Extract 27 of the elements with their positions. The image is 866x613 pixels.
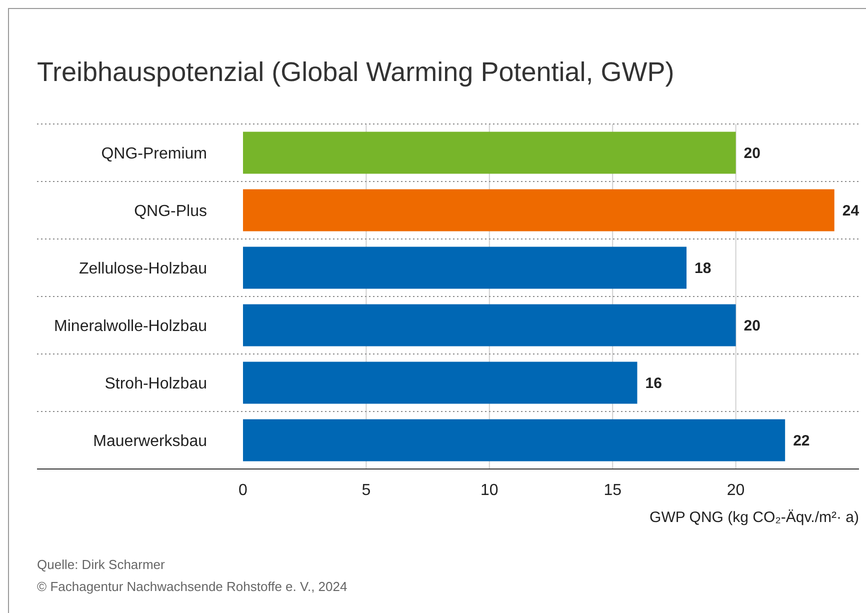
y-tick-label: Mauerwerksbau xyxy=(93,432,207,450)
x-tick-label: 15 xyxy=(604,482,622,499)
data-label: 20 xyxy=(744,318,760,334)
source-note: Quelle: Dirk Scharmer xyxy=(37,557,166,572)
x-tick-label: 5 xyxy=(362,482,371,499)
bar xyxy=(243,189,834,232)
data-label: 16 xyxy=(645,375,662,392)
bar xyxy=(243,246,687,289)
y-tick-label: Mineralwolle-Holzbau xyxy=(54,318,207,335)
data-label: 24 xyxy=(842,202,860,220)
x-tick-label: 20 xyxy=(726,482,745,499)
y-tick-label: QNG-Plus xyxy=(134,202,207,220)
bar xyxy=(243,362,638,404)
y-tick-label: QNG-Premium xyxy=(101,145,207,162)
bar xyxy=(243,132,736,174)
bar xyxy=(243,419,786,462)
y-tick-label: Stroh-Holzbau xyxy=(104,375,207,392)
y-tick-label: Zellulose-Holzbau xyxy=(78,260,207,278)
text: © Fachagentur Nachwachsende Rohstoffe e. V., 2024 xyxy=(37,579,348,594)
x-axis-title: GWP QNG (kg CO₂-Äqv./m²· a) xyxy=(650,509,859,526)
bar xyxy=(243,304,736,346)
chart-title: Treibhauspotenzial (Global Warming Potential, GWP) xyxy=(37,57,674,87)
x-tick-label: 0 xyxy=(238,482,248,499)
x-tick-label: 10 xyxy=(480,482,498,499)
data-label: 18 xyxy=(694,260,712,277)
data-label: 20 xyxy=(744,145,760,162)
data-label: 22 xyxy=(793,432,810,450)
